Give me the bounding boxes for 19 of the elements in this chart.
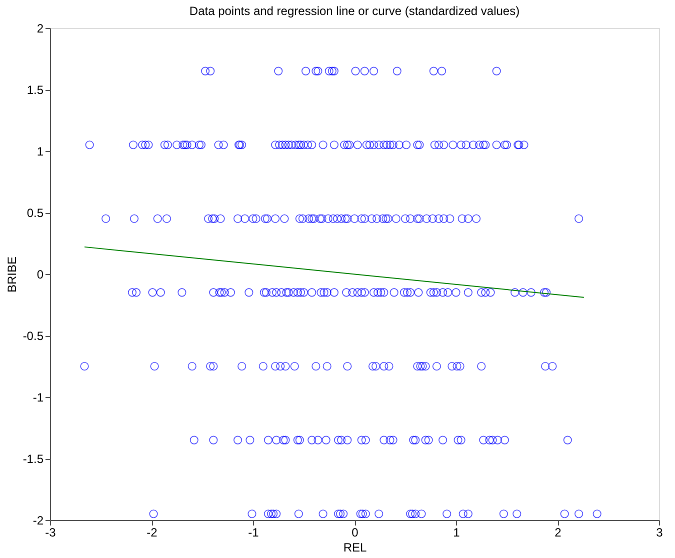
chart-title: Data points and regression line or curve (standardized values) <box>189 4 520 18</box>
y-tick-label: 1 <box>36 144 44 158</box>
x-tick-label: -3 <box>45 526 56 540</box>
x-tick-label: -1 <box>248 526 260 540</box>
x-tick-label: -2 <box>146 526 158 540</box>
y-tick-label: -0.5 <box>22 329 44 343</box>
y-tick-label: -2 <box>32 514 44 528</box>
x-tick-label: 0 <box>352 526 359 540</box>
y-tick-label: 0 <box>36 268 44 282</box>
y-tick-label: -1.5 <box>22 452 44 466</box>
y-tick-label: 0.5 <box>26 206 44 220</box>
y-axis-title: BRIBE <box>4 256 19 293</box>
x-axis-title: REL <box>343 540 367 554</box>
y-tick-label: -1 <box>32 390 44 404</box>
x-tick-label: 3 <box>656 526 664 540</box>
x-tick-label: 1 <box>453 526 460 540</box>
y-tick-label: 1.5 <box>26 83 44 97</box>
y-tick-label: 2 <box>36 22 44 36</box>
x-tick-label: 2 <box>554 526 562 540</box>
